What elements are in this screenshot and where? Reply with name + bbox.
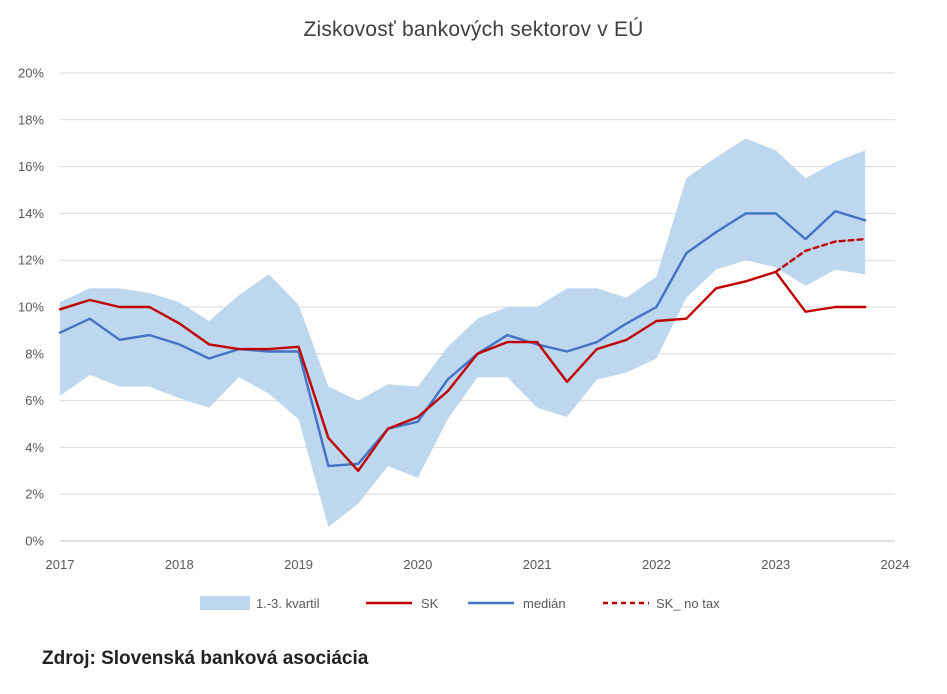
chart-title: Ziskovosť bankových sektorov v EÚ (303, 18, 644, 41)
y-tick-label: 0% (25, 534, 44, 549)
sk-no-tax-line (774, 237, 867, 274)
quartile-band (60, 138, 866, 527)
x-tick-label: 2024 (881, 557, 910, 572)
legend-label-quartile-band: 1.-3. kvartil (256, 596, 320, 611)
y-tick-label: 6% (25, 393, 44, 408)
y-tick-label: 10% (18, 300, 44, 315)
y-tick-label: 14% (18, 206, 44, 221)
y-tick-label: 2% (25, 487, 44, 502)
x-tick-label: 2017 (46, 557, 75, 572)
series-layer (58, 209, 867, 472)
y-tick-label: 12% (18, 253, 44, 268)
x-tick-label: 2021 (523, 557, 552, 572)
x-tick-label: 2018 (165, 557, 194, 572)
x-tick-label: 2023 (761, 557, 790, 572)
sk-line (58, 270, 867, 472)
legend-swatch-quartile-band (200, 596, 250, 610)
legend-label-median: medián (523, 596, 566, 611)
quartile-band-layer (60, 138, 866, 527)
source-note: Zdroj: Slovenská banková asociácia (42, 648, 369, 669)
legend-label-sk-no-tax: SK_ no tax (656, 596, 720, 611)
median-line (58, 209, 867, 468)
y-tick-label: 20% (18, 66, 44, 81)
y-tick-label: 8% (25, 346, 44, 361)
y-tick-label: 4% (25, 440, 44, 455)
x-tick-label: 2020 (403, 557, 432, 572)
legend-label-sk: SK (421, 596, 439, 611)
y-tick-label: 18% (18, 112, 44, 127)
axis-labels: 0% 2% 4% 6% 8% 10% 12% 14% 16% 18% 20% 2017 2018 2019… (18, 66, 909, 573)
y-tick-label: 16% (18, 159, 44, 174)
x-tick-label: 2019 (284, 557, 313, 572)
x-tick-label: 2022 (642, 557, 671, 572)
legend: 1.-3. kvartil SK medián SK_ no tax (200, 596, 720, 611)
